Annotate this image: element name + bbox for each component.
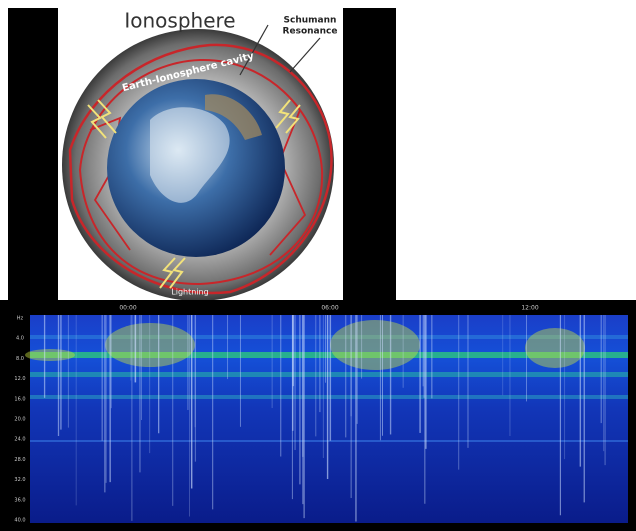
y-label: 8.0 <box>16 356 24 362</box>
label: Schumann <box>284 16 337 26</box>
page: Ionosphere Schumann Resonance Earth-Iono… <box>0 0 636 531</box>
y-label: 28.0 <box>14 457 25 463</box>
y-label: Hz <box>17 316 24 322</box>
y-label: 36.0 <box>14 497 25 503</box>
y-label: 12.0 <box>14 376 25 382</box>
y-label: 40.0 <box>14 518 25 524</box>
y-label: 20.0 <box>14 417 25 423</box>
band <box>30 372 628 377</box>
hotspot <box>330 320 420 370</box>
hotspot <box>25 349 75 361</box>
time-label: 06:00 <box>321 305 338 312</box>
label: Lightning <box>171 288 208 297</box>
hotspot <box>525 328 585 368</box>
time-label: 00:00 <box>119 305 136 312</box>
time-label: 12:00 <box>521 305 538 312</box>
diagram-title: Ionosphere <box>124 9 235 33</box>
y-label: 4.0 <box>16 336 24 342</box>
label: Resonance <box>283 27 338 37</box>
y-label: 16.0 <box>14 396 25 402</box>
y-label: 24.0 <box>14 437 25 443</box>
band <box>30 395 628 399</box>
band <box>30 440 628 442</box>
y-label: 32.0 <box>14 477 25 483</box>
